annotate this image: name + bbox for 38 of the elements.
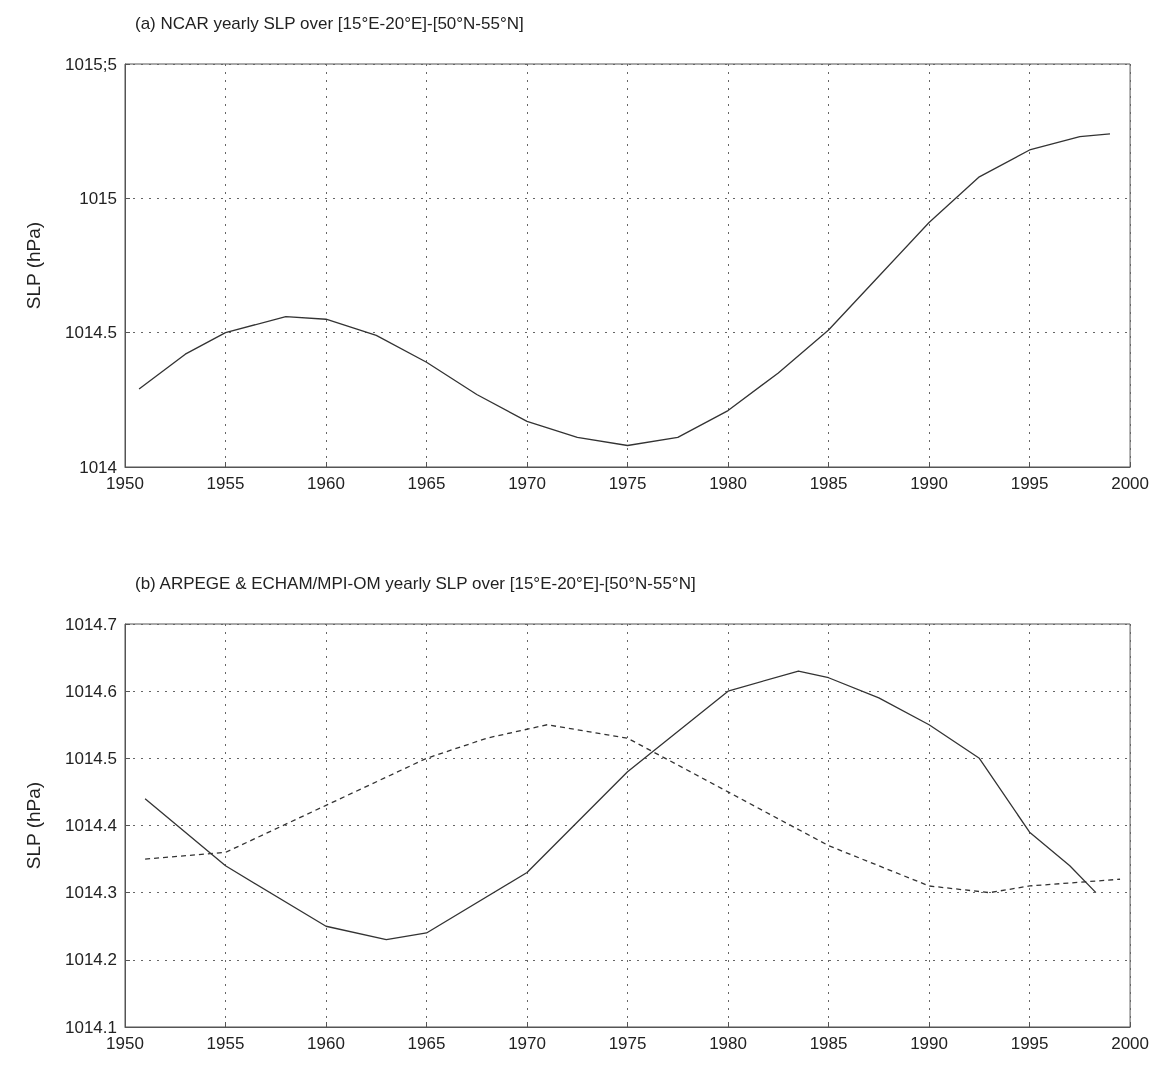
- x-tick-label: 1950: [106, 1034, 144, 1053]
- x-tick-label: 1975: [608, 474, 647, 493]
- x-tick-label: 1960: [307, 474, 345, 493]
- x-tick-label: 1995: [1010, 474, 1049, 493]
- chart-title: (a) NCAR yearly SLP over [15°E-20°E]-[50°N-55°N]: [135, 14, 524, 33]
- x-tick-label: 1970: [508, 1034, 546, 1053]
- y-tick-label: 1014.5: [65, 323, 117, 343]
- x-tick-label: 1955: [206, 1034, 245, 1053]
- y-tick-label: 1014.6: [65, 681, 117, 701]
- x-tick-label: 1980: [709, 474, 747, 493]
- y-tick-label: 1014.3: [65, 883, 117, 903]
- x-tick-label: 1975: [608, 1034, 647, 1053]
- y-tick-label: 1015: [79, 188, 117, 208]
- y-axis-title: SLP (hPa): [23, 221, 44, 310]
- y-axis-title: SLP (hPa): [23, 781, 44, 870]
- x-tick-label: 1990: [910, 474, 948, 493]
- x-tick-label: 1960: [307, 1034, 345, 1053]
- x-tick-label: 1965: [407, 1034, 446, 1053]
- y-tick-label: 1014.1: [65, 1017, 117, 1037]
- y-tick-label: 1015;5: [65, 54, 117, 74]
- x-tick-label: 1985: [809, 474, 848, 493]
- x-tick-label: 1950: [106, 474, 144, 493]
- x-tick-label: 1995: [1010, 1034, 1049, 1053]
- x-tick-label: 1955: [206, 474, 245, 493]
- y-tick-label: 1014.4: [65, 816, 117, 835]
- y-tick-label: 1014.7: [65, 614, 117, 634]
- y-tick-label: 1014.2: [65, 950, 117, 970]
- x-tick-label: 1970: [508, 474, 546, 493]
- chart-title: (b) ARPEGE & ECHAM/MPI-OM yearly SLP over [15°E-20°E]-[50°N-55°N]: [135, 574, 696, 593]
- x-tick-label: 1980: [709, 1034, 747, 1053]
- line-series: [138, 133, 1111, 447]
- y-tick-label: 1014.5: [65, 748, 117, 768]
- x-tick-label: 2000: [1111, 474, 1149, 493]
- x-tick-label: 2000: [1111, 1034, 1149, 1053]
- x-tick-label: 1985: [809, 1034, 848, 1053]
- x-tick-label: 1965: [407, 474, 446, 493]
- y-tick-label: 1014: [79, 457, 117, 477]
- x-tick-label: 1990: [910, 1034, 948, 1053]
